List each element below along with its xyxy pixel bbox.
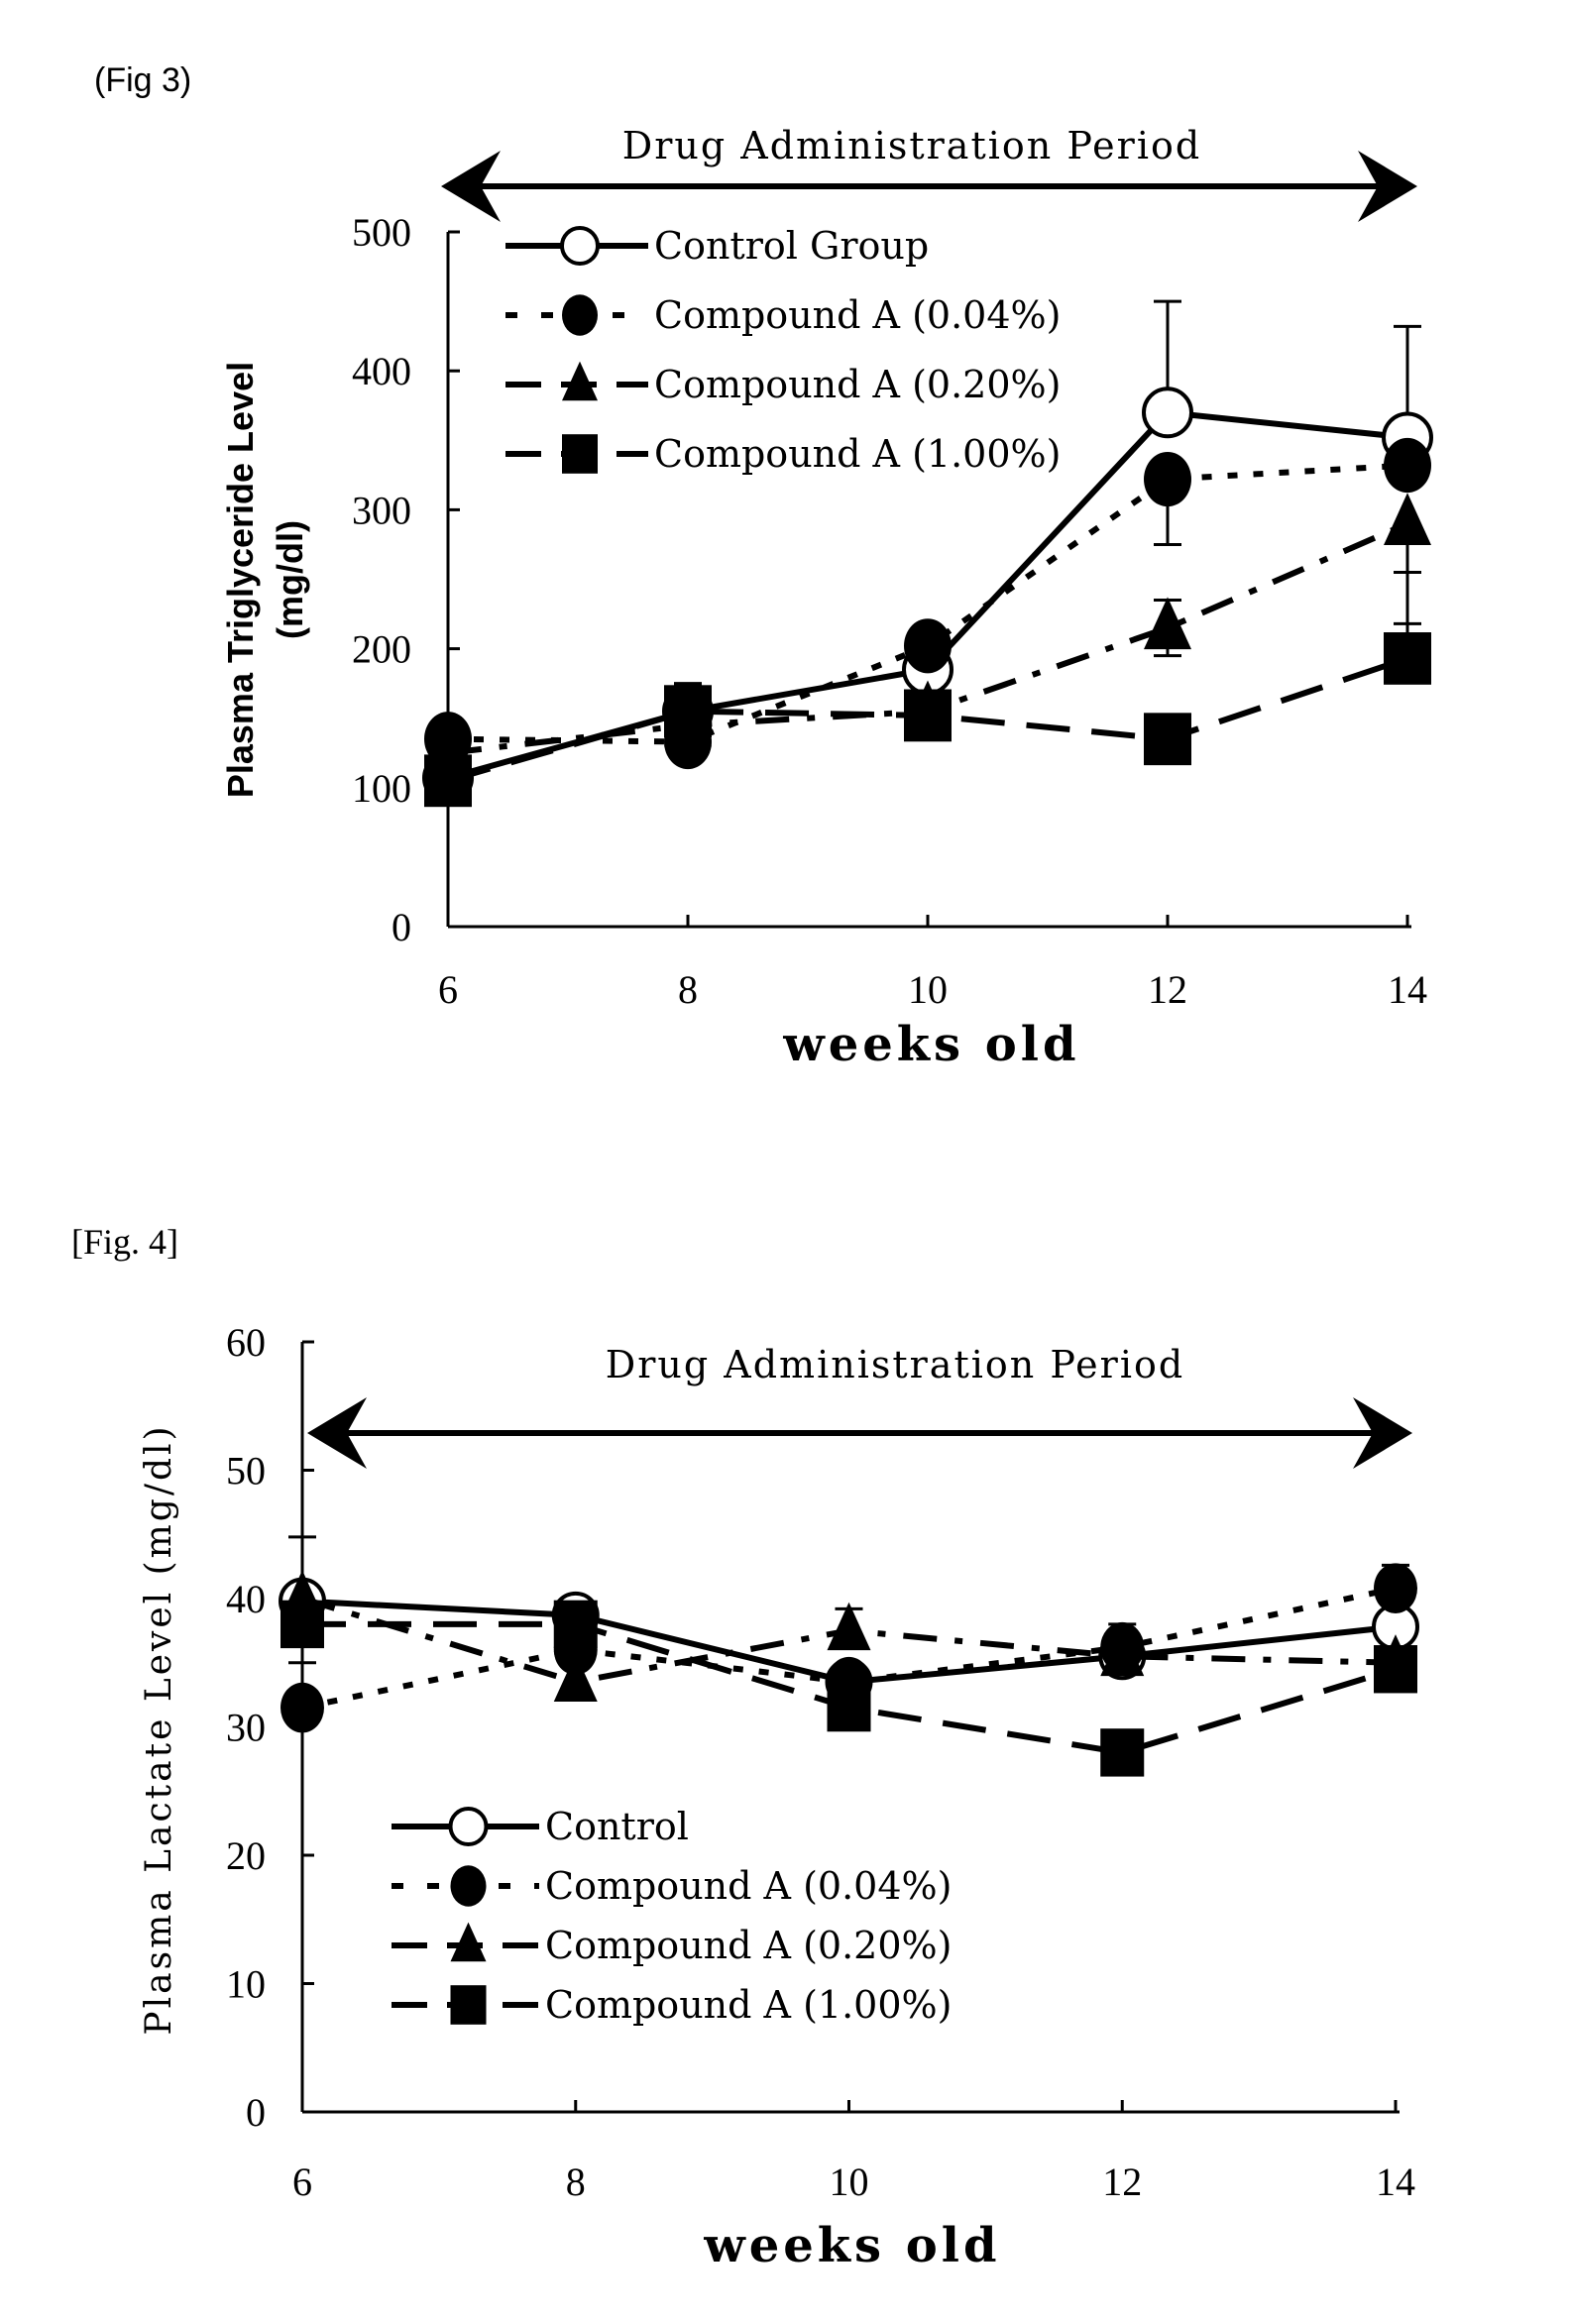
legend-entry: Compound A (1.00%) (505, 432, 1061, 476)
data-point (1144, 713, 1191, 765)
legend-label: Compound A (0.20%) (654, 363, 1061, 406)
y-tick-label: 30 (226, 1706, 266, 1750)
data-point (1384, 632, 1431, 685)
data-point (664, 685, 712, 737)
data-point (1144, 452, 1191, 506)
x-tick-label: 12 (1102, 2159, 1142, 2204)
data-point (1384, 493, 1431, 545)
legend-marker (562, 362, 598, 401)
data-point (904, 689, 952, 741)
data-point (280, 1601, 324, 1648)
series-3 (424, 572, 1431, 807)
y-tick-label: 100 (352, 766, 411, 811)
fig3-label: (Fig 3) (94, 61, 191, 99)
y-tick-label: 10 (226, 1962, 266, 2007)
y-tick-label: 500 (352, 210, 411, 255)
x-tick-label: 6 (292, 2159, 312, 2204)
data-point (1144, 388, 1191, 436)
data-point (554, 1601, 598, 1648)
legend-marker (451, 1923, 487, 1962)
x-tick-label: 12 (1148, 967, 1187, 1012)
legend-marker (562, 434, 598, 474)
y-tick-label: 20 (226, 1833, 266, 1878)
data-point (280, 1683, 324, 1733)
fig4-x-axis-label: weeks old (703, 2218, 1000, 2273)
data-point (1374, 1645, 1417, 1693)
data-point (828, 1684, 871, 1731)
x-tick-label: 14 (1376, 2159, 1415, 2204)
x-tick-label: 8 (678, 967, 698, 1012)
y-tick-label: 40 (226, 1577, 266, 1621)
legend-label: Control (545, 1805, 689, 1848)
x-tick-label: 10 (830, 2159, 869, 2204)
y-tick-label: 200 (352, 627, 411, 672)
legend-marker (562, 228, 598, 264)
x-tick-label: 8 (566, 2159, 586, 2204)
fig4-period-label: Drug Administration Period (606, 1343, 1184, 1386)
fig4-label: [Fig. 4] (71, 1222, 178, 1262)
x-tick-label: 6 (438, 967, 458, 1012)
legend-entry: Control (392, 1805, 689, 1848)
fig3-period-label: Drug Administration Period (622, 124, 1201, 167)
fig3-y-axis-unit: (mg/dl) (270, 520, 310, 639)
legend-entry: Compound A (1.00%) (392, 1983, 952, 2027)
legend-label: Compound A (1.00%) (545, 1983, 952, 2027)
y-tick-label: 400 (352, 349, 411, 393)
x-tick-label: 10 (908, 967, 948, 1012)
y-tick-label: 0 (246, 2090, 266, 2135)
data-point (828, 1603, 871, 1650)
y-tick-label: 60 (226, 1320, 266, 1365)
legend-label: Compound A (0.20%) (545, 1924, 952, 1967)
legend-marker (451, 1985, 487, 2025)
y-tick-label: 50 (226, 1449, 266, 1494)
x-tick-label: 14 (1388, 967, 1427, 1012)
fig3-y-axis-label: Plasma Triglyceride Level (220, 362, 261, 798)
data-point (904, 618, 952, 673)
legend-entry: Compound A (0.20%) (392, 1923, 952, 1967)
fig3-chart: 0 100 200 300 400 500 6 8 10 12 14 Control Group Com… (352, 210, 1431, 1012)
legend-marker (451, 1865, 487, 1906)
fig4-period-arrow (307, 1397, 1412, 1469)
legend-marker (562, 294, 598, 335)
legend-label: Compound A (0.04%) (654, 293, 1061, 337)
fig4-y-axis-label: Plasma Lactate Level (mg/dl) (139, 1423, 179, 2035)
legend-entry: Control Group (505, 224, 929, 268)
legend-label: Control Group (654, 224, 929, 268)
legend-entry: Compound A (0.04%) (392, 1864, 952, 1908)
fig3-x-axis-label: weeks old (782, 1017, 1079, 1072)
legend-label: Compound A (0.04%) (545, 1864, 952, 1908)
y-tick-label: 300 (352, 488, 411, 532)
legend-marker (451, 1809, 487, 1844)
fig4-chart: 0 10 20 30 40 50 60 6 8 10 12 14 Control Compound A (… (226, 1320, 1417, 2204)
data-point (1384, 438, 1431, 493)
legend-entry: Compound A (0.04%) (505, 293, 1061, 337)
data-point (1374, 1563, 1417, 1613)
legend-label: Compound A (1.00%) (654, 432, 1061, 476)
y-tick-label: 0 (392, 905, 411, 949)
data-point (1100, 1728, 1144, 1776)
legend-entry: Compound A (0.20%) (505, 362, 1061, 406)
data-point (424, 754, 472, 807)
